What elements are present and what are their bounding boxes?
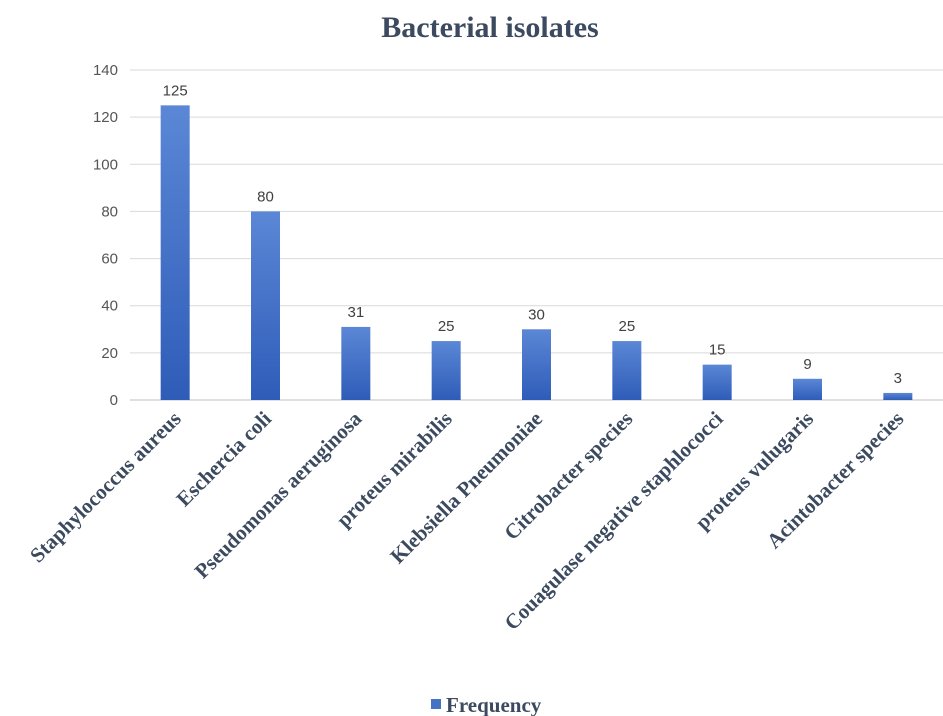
legend-swatch	[431, 699, 441, 709]
x-tick-label: Staphylococcus aureus	[25, 407, 186, 568]
legend: Frequency	[431, 693, 542, 716]
y-tick-label: 0	[110, 392, 118, 409]
bar	[793, 378, 822, 400]
bars	[160, 105, 913, 400]
bar	[883, 392, 913, 400]
data-label: 25	[438, 318, 455, 335]
legend-label: Frequency	[446, 693, 542, 716]
bar	[702, 364, 732, 400]
x-tick-label: Klebsiella Pneumoniae	[385, 407, 547, 569]
data-label: 80	[257, 188, 274, 205]
y-tick-label: 100	[93, 156, 118, 173]
data-label: 3	[894, 370, 902, 387]
y-tick-label: 60	[101, 251, 118, 268]
data-label: 125	[163, 82, 188, 99]
data-label: 31	[347, 304, 364, 321]
y-tick-label: 140	[93, 62, 118, 79]
y-tick-label: 40	[101, 298, 118, 315]
data-label: 15	[709, 342, 726, 359]
y-tick-label: 20	[101, 345, 118, 362]
data-labels: 125 80 31 25 30 25 15 9 3	[163, 82, 902, 387]
data-label: 30	[528, 306, 545, 323]
x-tick-label: Pseudomonas aeruginosa	[190, 406, 367, 583]
bar	[431, 341, 461, 400]
y-tick-label: 120	[93, 109, 118, 126]
chart-title: Bacterial isolates	[381, 11, 598, 44]
bar	[341, 326, 371, 400]
bar	[612, 341, 642, 400]
bar	[251, 211, 280, 400]
y-tick-label: 80	[101, 203, 118, 220]
y-axis-ticks: 0 20 40 60 80 100 120 140	[93, 62, 118, 409]
bar	[522, 329, 551, 400]
data-label: 25	[618, 318, 635, 335]
bar	[160, 105, 190, 400]
data-label: 9	[803, 356, 811, 373]
